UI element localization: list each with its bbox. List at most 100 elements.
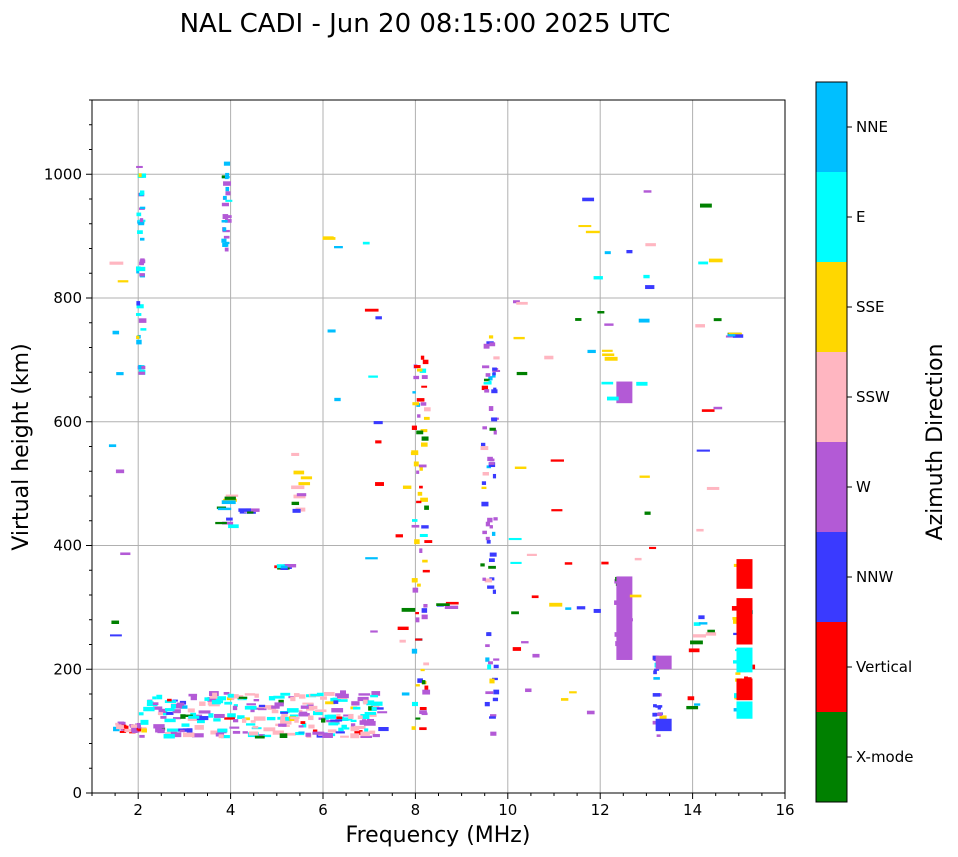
echo-mark [480,446,489,451]
echo-mark [321,718,326,723]
echo-mark [208,713,214,718]
echo-mark [276,564,285,569]
echo-mark [444,605,459,610]
echo-mark [422,569,430,573]
colorbar-tick-label: SSW [856,388,890,406]
echo-mark [526,553,537,556]
echo-mark [336,713,341,718]
echo-mark [305,732,311,737]
x-tick-label: 14 [683,801,702,819]
echo-mark [298,694,306,699]
echo-mark [634,557,642,561]
echo-mark [283,563,297,568]
echo-mark [163,733,175,739]
echo-mark [212,692,218,697]
echo-mark [420,402,427,406]
echo-mark [643,190,652,193]
echo-mark [221,500,236,505]
echo-mark [401,692,410,696]
echo-mark [490,714,497,717]
echo-mark [414,539,420,545]
echo-mark [421,525,429,529]
echo-mark [181,723,190,727]
echo-mark [419,485,423,489]
echo-mark [246,703,256,706]
echo-mark [508,537,522,541]
echo-mark [330,722,340,725]
echo-mark [636,381,648,386]
echo-mark [638,318,650,323]
echo-mark [281,714,288,717]
echo-mark [218,734,224,739]
echo-mark [173,717,181,720]
echo-mark [377,711,388,714]
echo-mark [225,191,231,196]
echo-mark [690,640,703,645]
echo-mark [363,699,368,704]
x-axis-label: Frequency (MHz) [346,823,531,848]
echo-mark [421,385,428,388]
echo-mark [485,657,490,662]
echo-mark [266,716,276,721]
echo-mark [136,269,140,274]
echo-mark [271,705,280,709]
echo-mark [699,203,712,208]
colorbar-swatch-nnw [816,532,847,622]
echo-mark [357,715,363,720]
echo-mark [733,708,738,712]
echo-mark [492,372,496,376]
echo-mark [137,230,143,234]
echo-mark [416,430,424,435]
echo-mark [415,717,421,720]
colorbar-swatch-sse [816,262,847,352]
echo-mark [549,602,563,607]
echo-mark [733,660,740,664]
echo-mark [262,734,272,738]
echo-mark [696,449,710,452]
echo-mark [417,414,421,418]
echo-mark [215,521,227,525]
echo-mark [326,719,332,723]
echo-mark [172,709,181,714]
echo-mark [370,694,379,698]
echo-mark [713,318,722,322]
echo-mark [485,536,490,541]
echo-mark [180,714,186,719]
echo-mark [243,717,250,721]
echo-mark [289,714,299,717]
echo-mark [488,335,494,339]
echo-mark [291,501,300,506]
echo-mark [369,730,376,735]
echo-mark [302,702,314,705]
echo-block [736,701,753,719]
echo-mark [402,485,412,489]
echo-mark [131,726,137,732]
echo-mark [183,714,193,717]
echo-mark [308,703,314,707]
echo-mark [423,416,430,420]
echo-mark [334,246,343,249]
echo-mark [510,561,522,564]
echo-mark [109,634,122,637]
echo-mark [213,718,221,722]
echo-mark [604,323,614,326]
echo-mark [214,713,225,718]
echo-mark [653,670,657,675]
echo-mark [480,442,486,447]
echo-mark [606,396,619,401]
echo-mark [225,172,230,177]
echo-mark [397,626,409,631]
echo-mark [140,206,146,209]
echo-mark [362,241,370,245]
echo-mark [485,521,490,527]
echo-mark [228,524,239,529]
echo-mark [222,214,229,220]
echo-mark [733,632,738,636]
echo-mark [483,343,490,349]
echo-mark [418,464,427,468]
echo-mark [241,718,247,723]
echo-mark [109,261,124,265]
colorbar-tick-label: Vertical [856,658,912,676]
echo-mark [301,723,307,728]
echo-mark [488,558,495,563]
